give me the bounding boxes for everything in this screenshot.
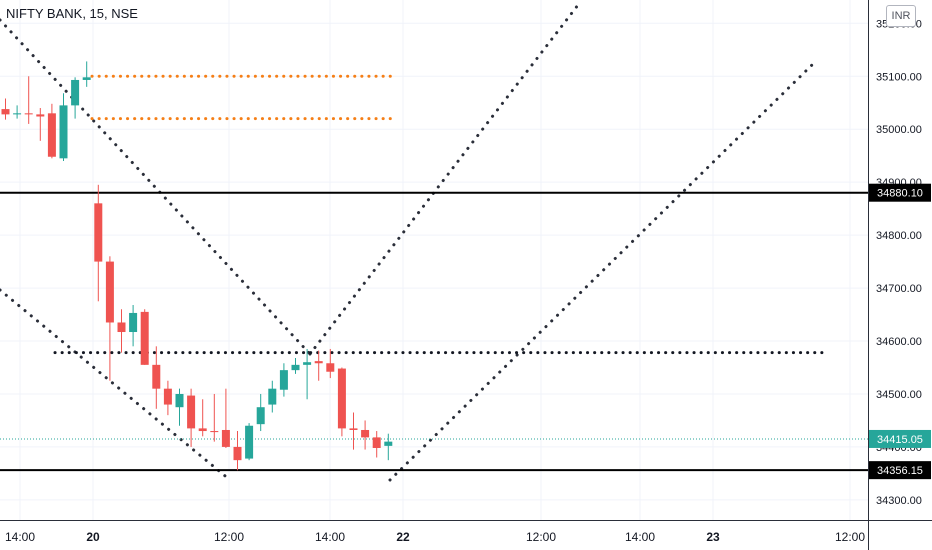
trend-line[interactable] xyxy=(0,288,232,482)
candle-body[interactable] xyxy=(140,311,149,365)
price-label: 34356.15 xyxy=(877,465,923,477)
x-tick-label: 12:00 xyxy=(526,530,556,544)
y-tick-label: 35100.00 xyxy=(876,71,922,83)
x-tick-label: 12:00 xyxy=(214,530,244,544)
candle-body[interactable] xyxy=(175,393,184,408)
current-price-box xyxy=(869,429,931,448)
candle-body[interactable] xyxy=(71,79,80,106)
candle-body[interactable] xyxy=(47,113,56,157)
candle-body[interactable] xyxy=(372,437,381,448)
candle-body[interactable] xyxy=(36,114,45,117)
candle-body[interactable] xyxy=(163,388,172,405)
price-label-box xyxy=(869,183,931,202)
candle-body[interactable] xyxy=(337,368,346,429)
x-tick-label: 23 xyxy=(706,530,720,544)
candle-body[interactable] xyxy=(233,446,242,461)
y-tick-label: 34500.00 xyxy=(876,389,922,401)
candle-body[interactable] xyxy=(326,363,335,372)
candle-body[interactable] xyxy=(279,370,288,390)
candle-body[interactable] xyxy=(117,322,126,333)
candle-body[interactable] xyxy=(129,312,138,333)
y-tick-label: 34800.00 xyxy=(876,230,922,242)
y-tick-label: 34300.00 xyxy=(876,495,922,507)
candle-body[interactable] xyxy=(210,431,219,433)
x-tick-label: 12:00 xyxy=(835,530,865,544)
candle-body[interactable] xyxy=(384,441,393,446)
candle-body[interactable] xyxy=(361,429,370,438)
candle-body[interactable] xyxy=(105,261,114,323)
x-tick-label: 20 xyxy=(86,530,100,544)
x-tick-label: 14:00 xyxy=(5,530,35,544)
x-tick-label: 14:00 xyxy=(625,530,655,544)
candle-body[interactable] xyxy=(59,105,68,159)
candle-body[interactable] xyxy=(245,425,254,459)
currency-badge[interactable]: INR xyxy=(886,5,916,27)
candle-body[interactable] xyxy=(1,109,10,115)
candle-body[interactable] xyxy=(94,203,103,262)
trend-line[interactable] xyxy=(388,60,817,482)
candle-body[interactable] xyxy=(187,395,196,429)
candle-body[interactable] xyxy=(303,362,312,365)
trend-line[interactable] xyxy=(308,3,580,356)
candle-body[interactable] xyxy=(152,364,161,389)
y-tick-label: 35000.00 xyxy=(876,124,922,136)
x-tick-label: 14:00 xyxy=(315,530,345,544)
price-label-box xyxy=(869,461,931,480)
candle-body[interactable] xyxy=(198,428,207,432)
candle-body[interactable] xyxy=(13,113,22,115)
candle-body[interactable] xyxy=(268,388,277,405)
y-tick-label: 34600.00 xyxy=(876,336,922,348)
candle-body[interactable] xyxy=(349,428,358,430)
candle-body[interactable] xyxy=(82,77,91,80)
y-tick-label: 34700.00 xyxy=(876,283,922,295)
trend-line[interactable] xyxy=(0,18,312,356)
symbol-title: NIFTY BANK, 15, NSE xyxy=(6,6,138,21)
candle-body[interactable] xyxy=(221,429,230,447)
current-price-label: 34415.05 xyxy=(877,434,923,446)
x-tick-label: 22 xyxy=(396,530,410,544)
candle-body[interactable] xyxy=(256,407,265,425)
candle-body[interactable] xyxy=(291,364,300,371)
candle-body[interactable] xyxy=(24,113,33,115)
candle-body[interactable] xyxy=(314,361,323,364)
price-label: 34880.10 xyxy=(877,188,923,200)
